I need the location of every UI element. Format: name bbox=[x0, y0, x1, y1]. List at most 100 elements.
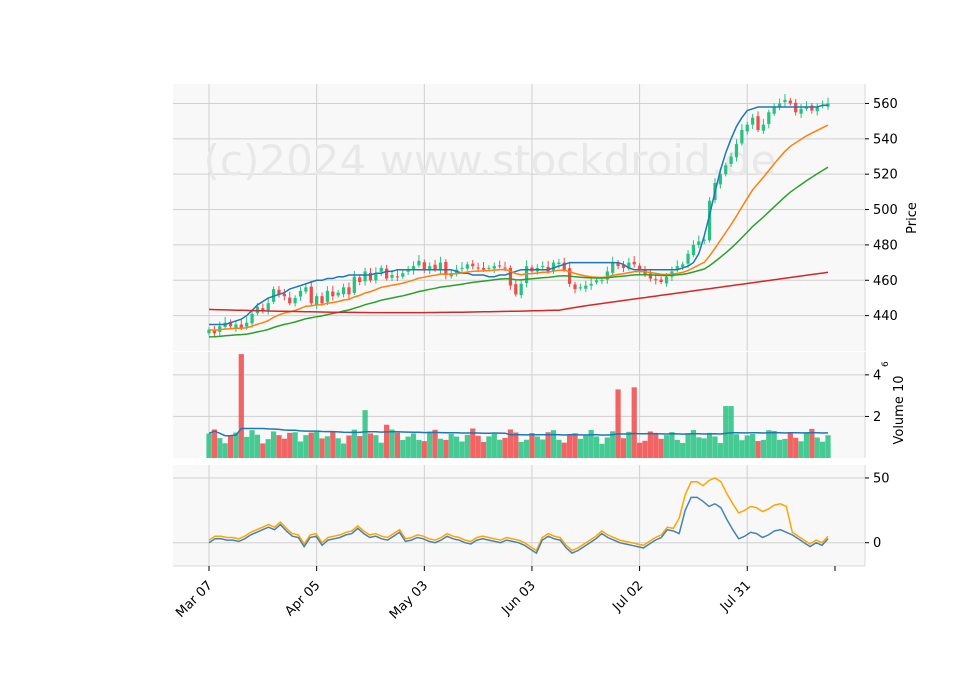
volume-bar bbox=[733, 434, 740, 458]
volume-tick-label: 2 bbox=[873, 410, 881, 425]
volume-bar bbox=[545, 432, 551, 458]
volume-bar bbox=[599, 443, 605, 458]
price-tick-label: 460 bbox=[873, 274, 898, 289]
candle-body bbox=[320, 296, 324, 304]
candle-body bbox=[594, 280, 599, 283]
volume-bar bbox=[421, 441, 427, 458]
x-tick-label: Mar 07 bbox=[173, 578, 216, 621]
volume-bar bbox=[357, 436, 363, 458]
volume-bar bbox=[367, 433, 374, 458]
volume-bar bbox=[475, 435, 481, 458]
volume-bar bbox=[658, 438, 664, 458]
volume-bar bbox=[680, 442, 686, 458]
candle-body bbox=[245, 322, 249, 327]
x-tick-label: Apr 05 bbox=[282, 578, 323, 619]
panel-bg-2 bbox=[173, 465, 865, 566]
candle-body bbox=[810, 105, 814, 111]
volume-bar bbox=[706, 432, 713, 458]
candle-body bbox=[228, 322, 233, 327]
volume-bar bbox=[427, 431, 433, 458]
volume-bar bbox=[669, 432, 675, 458]
volume-bar bbox=[787, 433, 793, 458]
volume-bar bbox=[750, 434, 756, 458]
candle-body bbox=[788, 100, 792, 104]
osc-tick-label: 0 bbox=[873, 536, 881, 551]
candle-body bbox=[379, 267, 383, 272]
watermark: (c)2024 www.stockdroid.de bbox=[204, 136, 777, 185]
volume-bar bbox=[351, 429, 357, 458]
volume-bar bbox=[696, 437, 702, 458]
volume-bar bbox=[314, 431, 320, 458]
candle-body bbox=[681, 264, 685, 267]
volume-bar bbox=[814, 437, 820, 458]
volume-bar bbox=[588, 429, 594, 458]
volume-bar bbox=[701, 438, 707, 458]
candle-body bbox=[707, 200, 712, 241]
candle-body bbox=[589, 283, 593, 286]
candle-body bbox=[605, 271, 609, 280]
candle-body bbox=[751, 117, 755, 125]
volume-bar bbox=[416, 439, 422, 458]
candle-body bbox=[524, 266, 529, 284]
volume-bar bbox=[572, 433, 578, 458]
volume-bar bbox=[238, 354, 244, 458]
volume-bar bbox=[297, 441, 304, 458]
volume-bar bbox=[583, 435, 589, 458]
candle-body bbox=[212, 329, 216, 334]
volume-bar bbox=[292, 432, 298, 458]
candle-body bbox=[745, 124, 749, 132]
volume-bar bbox=[270, 431, 277, 458]
volume-bar bbox=[227, 435, 234, 458]
candle-body bbox=[632, 261, 636, 265]
candle-body bbox=[675, 266, 679, 271]
candle-body bbox=[718, 174, 722, 185]
candle-body bbox=[664, 276, 669, 284]
candle-body bbox=[239, 324, 243, 329]
ma-slow-line bbox=[208, 166, 829, 338]
candle-body bbox=[250, 313, 254, 324]
candle-body bbox=[428, 266, 432, 270]
volume-bar bbox=[760, 439, 767, 458]
volume-bar bbox=[620, 438, 627, 458]
oscillator-panel bbox=[208, 477, 829, 555]
volume-bar bbox=[723, 406, 729, 458]
volume-bar bbox=[561, 442, 567, 458]
volume-bar bbox=[384, 424, 390, 458]
candle-body bbox=[702, 239, 706, 241]
candle-body bbox=[514, 284, 518, 295]
osc-tick-label: 50 bbox=[873, 471, 890, 486]
candle-body bbox=[298, 290, 303, 297]
candle-body bbox=[627, 262, 631, 269]
volume-bar bbox=[744, 435, 750, 458]
volume-bar bbox=[410, 433, 417, 458]
volume-bar bbox=[480, 441, 487, 458]
candle-body bbox=[331, 291, 335, 297]
volume-bar bbox=[663, 435, 670, 458]
price-tick-label: 520 bbox=[873, 168, 898, 183]
candle-body bbox=[309, 286, 313, 304]
candle-body bbox=[756, 116, 760, 130]
volume-bar bbox=[244, 436, 250, 458]
volume-bar bbox=[556, 439, 562, 458]
volume-bar bbox=[642, 440, 648, 458]
volume-bar bbox=[303, 435, 309, 458]
candle-body bbox=[799, 108, 803, 114]
candle-body bbox=[449, 273, 453, 277]
candle-body bbox=[374, 273, 378, 281]
candle-body bbox=[481, 267, 486, 270]
candle-body bbox=[541, 266, 545, 268]
ma-medium-line bbox=[208, 124, 829, 331]
candle-body bbox=[637, 265, 642, 270]
candle-body bbox=[336, 292, 340, 296]
volume-bar bbox=[529, 433, 535, 458]
candle-body bbox=[648, 273, 652, 279]
oscillator-slow-line bbox=[208, 477, 829, 552]
volume-bar bbox=[626, 431, 632, 458]
volume-panel bbox=[206, 354, 831, 458]
candle-body bbox=[406, 269, 410, 272]
candle-body bbox=[288, 297, 292, 304]
volume-bar bbox=[448, 433, 454, 458]
volume-bar bbox=[265, 439, 271, 458]
volume-bar bbox=[803, 433, 810, 458]
